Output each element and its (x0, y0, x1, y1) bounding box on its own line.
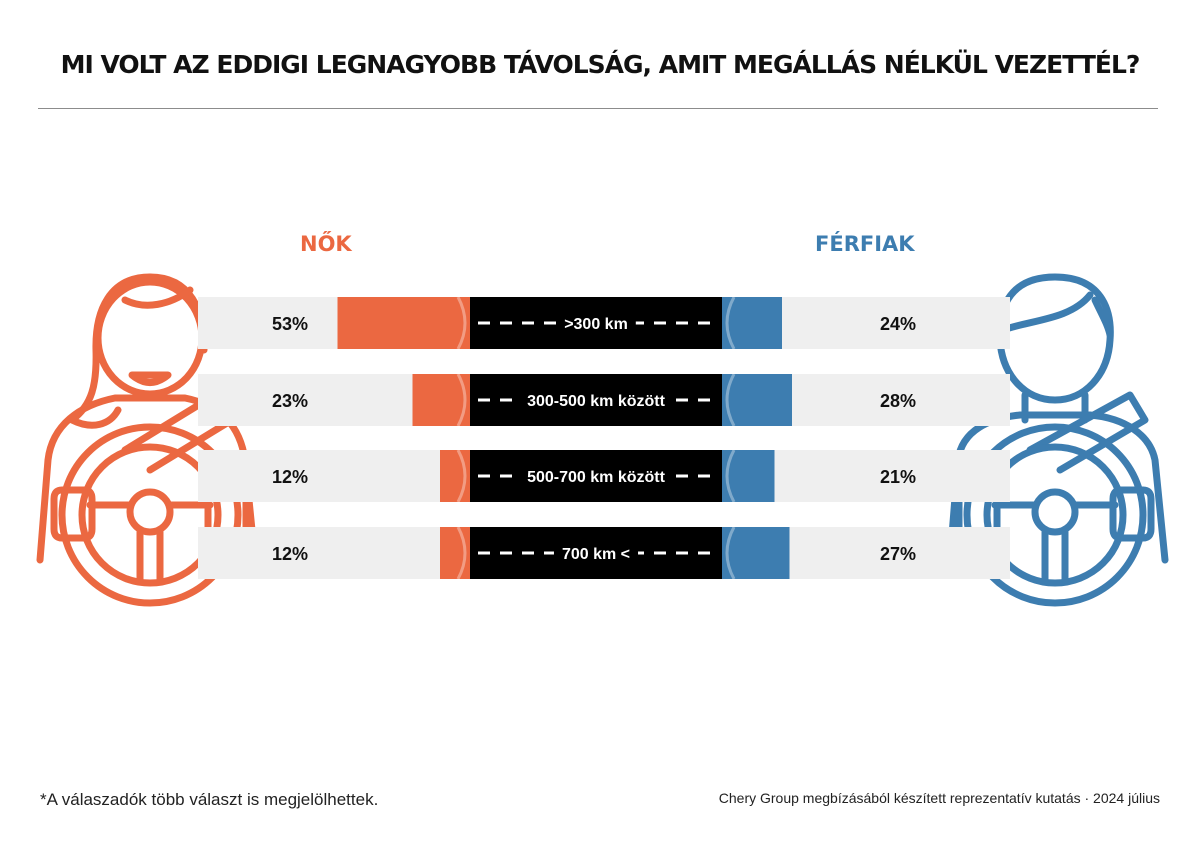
value-label-men: 21% (880, 467, 916, 487)
bar-women (440, 527, 470, 579)
bar-men (722, 527, 790, 579)
value-label-women: 53% (272, 314, 308, 334)
man-driver-icon (946, 273, 1169, 607)
bar-women (337, 297, 470, 349)
value-label-women: 23% (272, 391, 308, 411)
category-label: 700 km < (562, 546, 630, 563)
bar-men (722, 297, 782, 349)
car-front-men (725, 373, 736, 427)
category-label-backing (553, 544, 639, 565)
value-label-men: 28% (880, 391, 916, 411)
car-front-women (456, 526, 467, 580)
bar-women (440, 450, 470, 502)
car-front-men (725, 449, 736, 503)
bar-men (722, 450, 775, 502)
women-group-label: NŐK (300, 232, 352, 256)
car-front-women (456, 296, 467, 350)
category-label: >300 km (564, 316, 628, 333)
row-bg-women (198, 527, 470, 579)
men-group-label: FÉRFIAK (815, 232, 915, 256)
row-bg-women (198, 450, 470, 502)
bar-men (722, 374, 792, 426)
category-label-backing (556, 314, 636, 335)
value-label-women: 12% (272, 467, 308, 487)
category-label-backing (519, 467, 674, 488)
chart-title: MI VOLT AZ EDDIGI LEGNAGYOBB TÁVOLSÁG, A… (60, 50, 1141, 79)
car-front-men (725, 526, 736, 580)
car-front-women (456, 373, 467, 427)
category-label: 300-500 km között (527, 393, 666, 410)
car-front-men (725, 296, 736, 350)
category-label: 500-700 km között (527, 469, 666, 486)
title-divider (38, 108, 1158, 109)
value-label-men: 24% (880, 314, 916, 334)
footnote: *A válaszadók több választ is megjelölhe… (40, 790, 379, 809)
category-label-backing (519, 391, 674, 412)
value-label-men: 27% (880, 544, 916, 564)
car-front-women (456, 449, 467, 503)
source-note: Chery Group megbízásából készített repre… (718, 790, 1160, 806)
bar-women (412, 374, 470, 426)
value-label-women: 12% (272, 544, 308, 564)
